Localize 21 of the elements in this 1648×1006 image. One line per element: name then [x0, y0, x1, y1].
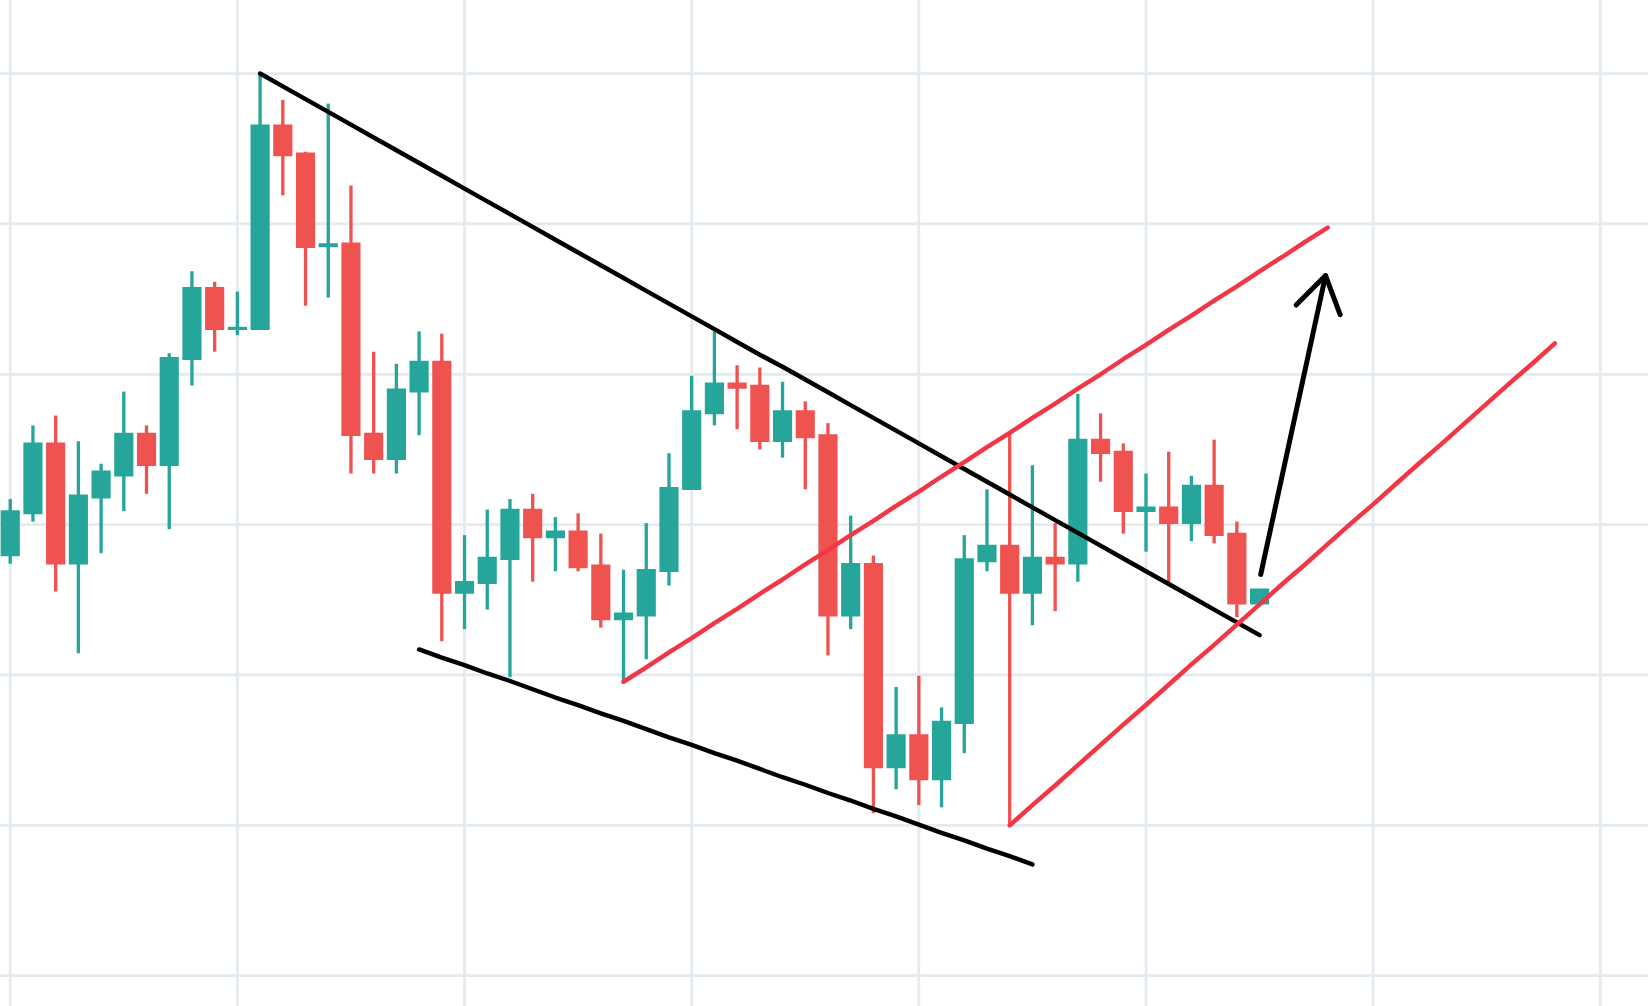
candlestick [886, 685, 906, 791]
candlestick [1045, 521, 1065, 613]
candlestick [909, 674, 929, 807]
candlestick [1136, 471, 1156, 554]
candlestick [1181, 474, 1202, 543]
candlestick [1022, 463, 1042, 628]
candlestick [613, 568, 634, 684]
candlestick [273, 98, 293, 198]
candlestick [409, 329, 429, 437]
candlestick [772, 380, 793, 460]
candlestick [1000, 431, 1020, 828]
candlestick [545, 515, 565, 573]
candlestick [205, 280, 225, 354]
candlestick [227, 289, 247, 337]
candlestick [136, 423, 157, 496]
candlestick [523, 492, 543, 584]
candlestick [454, 533, 475, 631]
candlestick [1159, 450, 1179, 585]
candlestick [318, 101, 338, 300]
candlestick [1090, 411, 1111, 484]
candlestick [704, 329, 724, 428]
